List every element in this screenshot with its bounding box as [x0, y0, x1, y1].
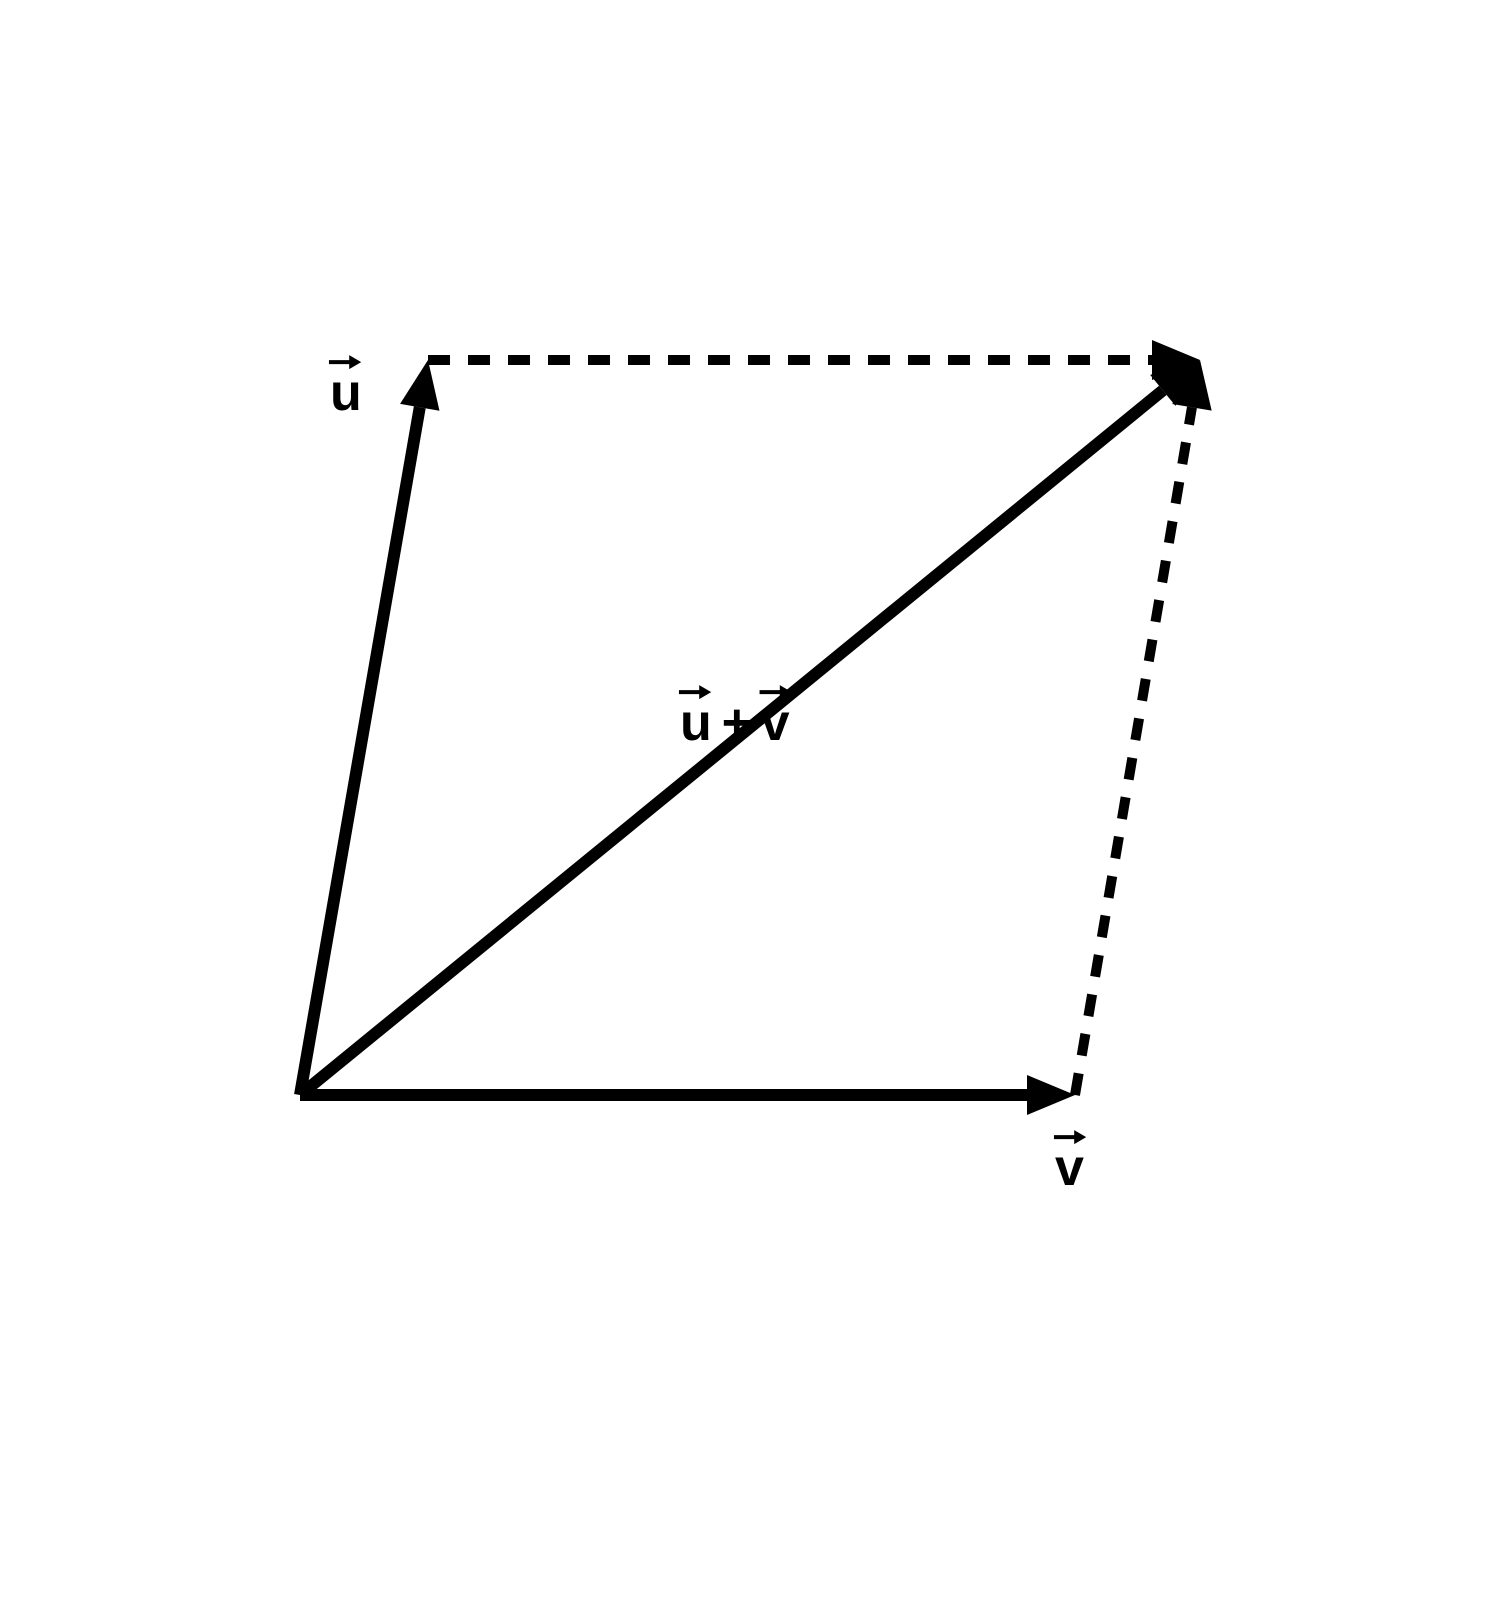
- svg-text:v: v: [1055, 1139, 1084, 1197]
- svg-text:v: v: [761, 694, 790, 752]
- vector-diagram: uvu+v: [0, 0, 1500, 1600]
- label-sum: u+v: [679, 685, 792, 752]
- svg-text:u: u: [330, 364, 362, 422]
- svg-text:+: +: [722, 694, 752, 752]
- label-u: u: [329, 355, 362, 422]
- label-v: v: [1054, 1130, 1086, 1197]
- svg-text:u: u: [680, 694, 712, 752]
